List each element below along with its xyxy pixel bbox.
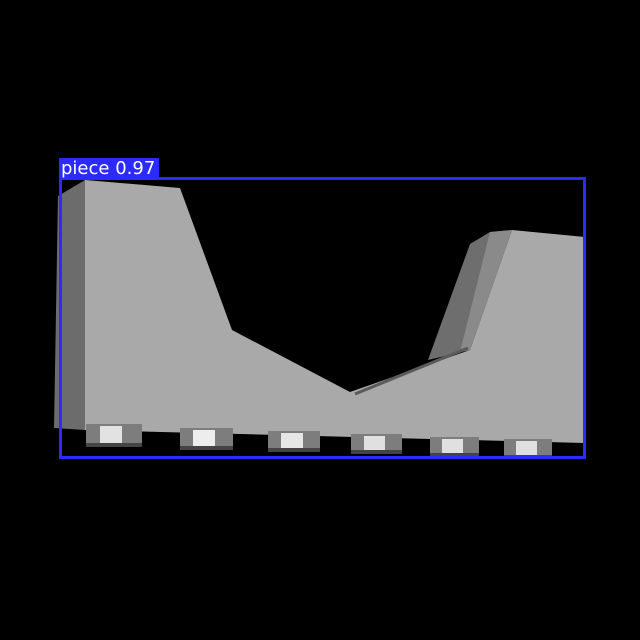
foot-5 — [430, 437, 479, 457]
detection-confidence: 0.97 — [115, 158, 156, 179]
detection-bounding-box — [59, 177, 586, 459]
detection-label: piece 0.97 — [59, 158, 160, 179]
detection-class-label: piece — [61, 158, 110, 179]
foot-2 — [180, 428, 233, 450]
foot-3 — [268, 431, 320, 452]
ledge-edge — [354, 346, 469, 396]
foot-1 — [86, 424, 142, 447]
foot-4 — [351, 434, 402, 454]
notch-bevel-light — [460, 230, 512, 352]
front-face — [85, 180, 585, 443]
